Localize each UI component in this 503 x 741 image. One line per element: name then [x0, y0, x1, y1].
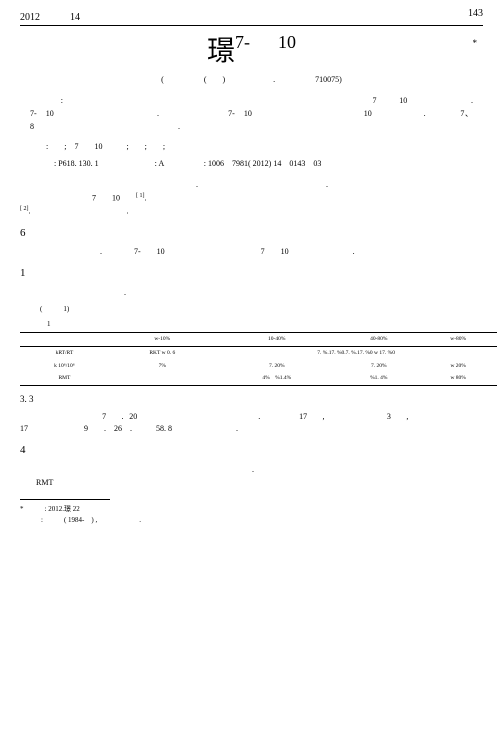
td: RKT w 0. 6	[109, 346, 216, 359]
classification-line: : P618. 130. 1 : A : 1006 7981( 2012) 14…	[30, 158, 473, 169]
table-caption: ( 1)	[40, 304, 503, 315]
para: [ 2]. .	[20, 205, 503, 218]
th	[20, 333, 109, 347]
title-star: *	[473, 38, 478, 48]
td: k 10⁶/10⁶	[20, 360, 109, 373]
para: 7 . 20 . 17 , 3 , . 85% 17 9 . 26 . 58. …	[20, 411, 503, 437]
header-left: 2012 14	[20, 8, 80, 23]
td: w 20%	[420, 360, 497, 373]
td	[109, 372, 216, 385]
td: 4% %1.4%	[216, 372, 338, 385]
para: . . .	[20, 179, 503, 192]
section-number: 3. 3	[20, 392, 503, 406]
abstract: : 7 10 . 7- 10 . 7- 10 10 . 7、8 .	[30, 95, 473, 133]
cite-sup: [ 2]	[20, 206, 29, 212]
footnote: * : 2012.璟 22	[20, 504, 503, 515]
table-row: RMT 4% %1.4% %1. 4% w 80%	[20, 372, 497, 385]
header-right: 143	[468, 8, 483, 23]
section-number: 4	[20, 442, 503, 460]
th: 10-40%	[216, 333, 338, 347]
table-row: kRT/RT RKT w 0. 6 7. %.17. %0.7. %.17. %…	[20, 346, 497, 359]
table-row: w-10% 10-40% 40-80% w-80%	[20, 333, 497, 347]
td: w 80%	[420, 372, 497, 385]
para: RMT	[20, 477, 503, 490]
footnote: : ( 1984- ) , .	[20, 515, 503, 526]
page-header: 2012 14 143	[20, 8, 483, 26]
para: 7 10 [ 1].	[20, 192, 503, 205]
th: w-10%	[109, 333, 216, 347]
section-number: 1	[20, 265, 503, 283]
title-number: 10	[278, 32, 296, 52]
td: %1. 4%	[338, 372, 420, 385]
section-number: 6	[20, 225, 503, 243]
data-table: w-10% 10-40% 40-80% w-80% kRT/RT RKT w 0…	[20, 332, 497, 386]
keywords: : ; 7 10 ; ; ;	[30, 141, 473, 154]
title-sup: 7-	[235, 32, 250, 52]
para: . 7- 10 7 10 .	[20, 246, 503, 259]
th: 40-80%	[338, 333, 420, 347]
footnote-separator	[20, 499, 110, 500]
td: 7. 20%	[216, 360, 338, 373]
cite-sup: [ 1]	[136, 193, 145, 199]
title-glyph: 璟	[207, 38, 235, 66]
body-columns: . . . 7 10 [ 1]. [ 2]. . 6 . 7- 10 7 10	[20, 179, 483, 525]
td: 7. 20%	[338, 360, 420, 373]
td: RMT	[20, 372, 109, 385]
para: .	[20, 464, 503, 477]
td: kRT/RT	[20, 346, 109, 359]
title: 璟7- 10 *	[20, 38, 483, 66]
para: .	[20, 287, 503, 300]
table-title: 1	[40, 319, 503, 330]
td: 7. %.17. %0.7. %.17. %0 w 17. %0	[216, 346, 497, 359]
text: .	[145, 194, 275, 203]
text: 7 10	[20, 194, 136, 203]
left-column: . . . 7 10 [ 1]. [ 2]. . 6 . 7- 10 7 10	[20, 179, 503, 525]
text: . .	[29, 207, 129, 216]
affiliation: ( ( ) . 710075)	[20, 74, 483, 85]
table-row: k 10⁶/10⁶ 7% 7. 20% 7. 20% w 20%	[20, 360, 497, 373]
page: 2012 14 143 璟7- 10 * ( ( ) . 710075) : 7…	[0, 0, 503, 545]
td: 7%	[109, 360, 216, 373]
th: w-80%	[420, 333, 497, 347]
